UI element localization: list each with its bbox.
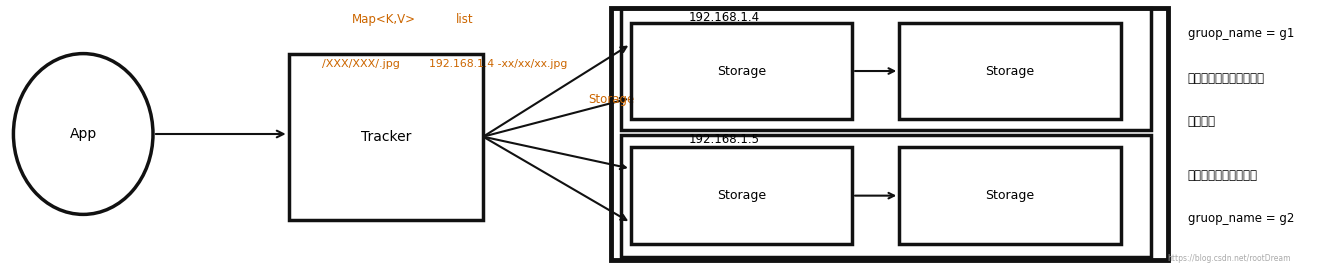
Bar (899, 23, 1121, 119)
Text: 位于一个组里面的文件都: 位于一个组里面的文件都 (1188, 72, 1264, 85)
Text: 是相同的: 是相同的 (1188, 115, 1216, 128)
Text: gruop_name = g1: gruop_name = g1 (1188, 27, 1294, 40)
Text: Tracker: Tracker (361, 130, 411, 144)
Text: 位于不同组的文件不同: 位于不同组的文件不同 (1188, 169, 1257, 182)
Bar (611, 8, 1168, 260)
Text: Storage: Storage (985, 65, 1035, 77)
Text: Storage: Storage (588, 93, 633, 106)
Bar (631, 147, 852, 244)
Text: 192.168.1.5: 192.168.1.5 (688, 133, 760, 146)
Text: list: list (456, 13, 474, 27)
Text: App: App (70, 127, 97, 141)
Text: https://blog.csdn.net/rootDream: https://blog.csdn.net/rootDream (1168, 254, 1291, 263)
Text: Storage: Storage (985, 189, 1035, 202)
Text: 192.168.1.4: 192.168.1.4 (688, 11, 760, 24)
Bar (289, 54, 483, 220)
Bar (621, 8, 1151, 130)
Text: Storage: Storage (717, 189, 766, 202)
Bar (631, 23, 852, 119)
Text: /XXX/XXX/.jpg: /XXX/XXX/.jpg (322, 59, 400, 69)
Text: 192.168.1.4 -xx/xx/xx.jpg: 192.168.1.4 -xx/xx/xx.jpg (429, 59, 568, 69)
Bar (899, 147, 1121, 244)
Text: Map<K,V>: Map<K,V> (352, 13, 416, 27)
Text: gruop_name = g2: gruop_name = g2 (1188, 212, 1294, 225)
Bar (621, 135, 1151, 257)
Text: Storage: Storage (717, 65, 766, 77)
